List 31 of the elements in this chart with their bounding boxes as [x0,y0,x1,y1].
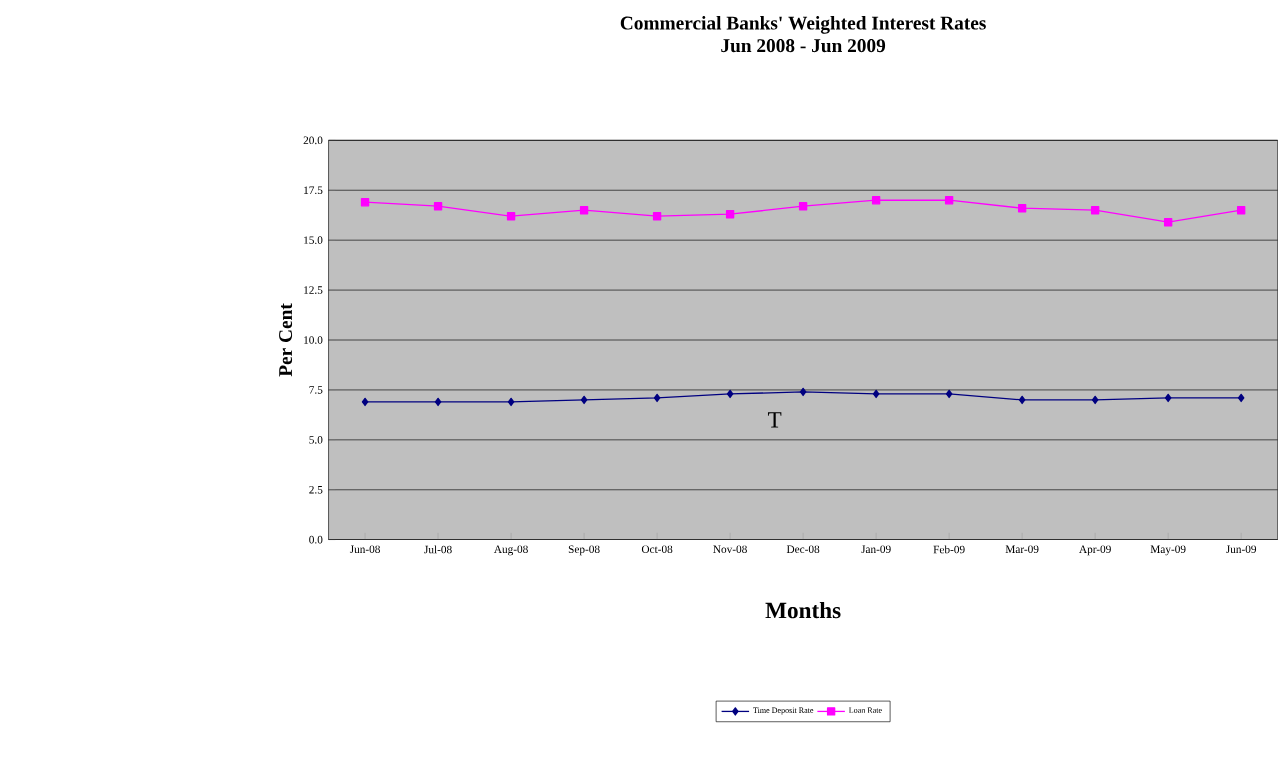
annotation: T [767,412,782,428]
point [725,210,735,219]
point [1237,394,1245,403]
point [1163,218,1173,227]
point [798,202,808,211]
point [871,196,881,205]
point [799,388,807,397]
point [1164,394,1172,403]
point [579,206,589,215]
point [433,202,443,211]
point [872,390,880,399]
point [580,396,588,405]
point [653,394,661,403]
point [652,212,662,221]
point [1090,206,1100,215]
point [1018,396,1026,405]
x-axis-title: Months [765,602,841,619]
point [360,198,370,207]
point [944,196,954,205]
point [434,398,442,407]
point [1017,204,1027,213]
y-axis-title: Per Cent [279,303,293,377]
point [506,212,516,221]
point [361,398,369,407]
point [1236,206,1246,215]
point [726,390,734,399]
chart-title: Commercial Banks' Weighted Interest Rates [620,16,986,35]
point [945,390,953,399]
point [1091,396,1099,405]
point [507,398,515,407]
chart-subtitle: Jun 2008 - Jun 2009 [721,39,886,53]
